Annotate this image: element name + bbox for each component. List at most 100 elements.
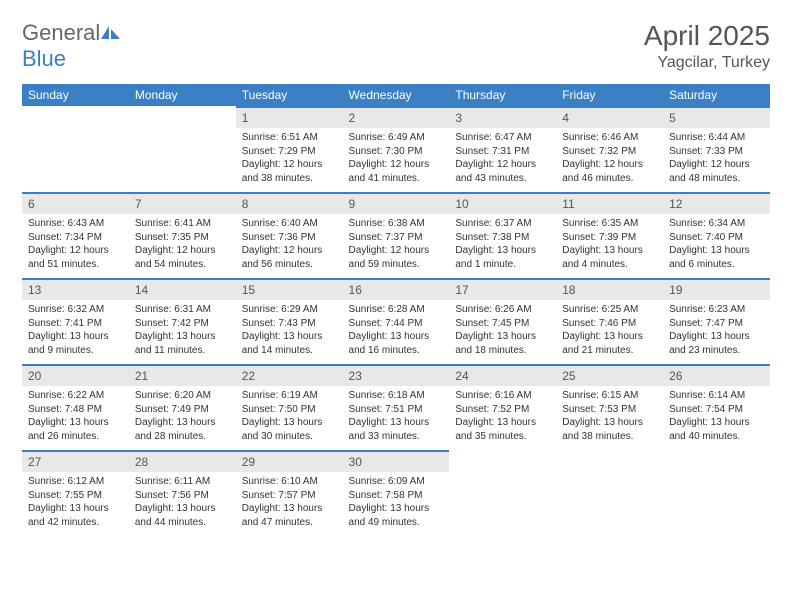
- daylight-text: Daylight: 12 hours and 38 minutes.: [242, 158, 337, 185]
- day-number: 29: [236, 450, 343, 472]
- day-number: 6: [22, 192, 129, 214]
- weekday-header: Sunday: [22, 84, 129, 106]
- calendar-day-cell: 26Sunrise: 6:14 AMSunset: 7:54 PMDayligh…: [663, 364, 770, 450]
- day-number: 8: [236, 192, 343, 214]
- day-number: 12: [663, 192, 770, 214]
- logo: General Blue: [22, 20, 122, 72]
- daylight-text: Daylight: 12 hours and 48 minutes.: [669, 158, 764, 185]
- daylight-text: Daylight: 12 hours and 56 minutes.: [242, 244, 337, 271]
- sunrise-text: Sunrise: 6:47 AM: [455, 131, 550, 145]
- calendar-day-cell: 20Sunrise: 6:22 AMSunset: 7:48 PMDayligh…: [22, 364, 129, 450]
- day-body: Sunrise: 6:23 AMSunset: 7:47 PMDaylight:…: [663, 300, 770, 363]
- day-number: 7: [129, 192, 236, 214]
- sunset-text: Sunset: 7:51 PM: [349, 403, 444, 417]
- calendar-day-cell: 7Sunrise: 6:41 AMSunset: 7:35 PMDaylight…: [129, 192, 236, 278]
- day-body: Sunrise: 6:37 AMSunset: 7:38 PMDaylight:…: [449, 214, 556, 277]
- day-body: Sunrise: 6:31 AMSunset: 7:42 PMDaylight:…: [129, 300, 236, 363]
- calendar-day-cell: 30Sunrise: 6:09 AMSunset: 7:58 PMDayligh…: [343, 450, 450, 536]
- calendar-day-cell: 28Sunrise: 6:11 AMSunset: 7:56 PMDayligh…: [129, 450, 236, 536]
- day-number: 3: [449, 106, 556, 128]
- day-body: Sunrise: 6:19 AMSunset: 7:50 PMDaylight:…: [236, 386, 343, 449]
- sunrise-text: Sunrise: 6:18 AM: [349, 389, 444, 403]
- sunset-text: Sunset: 7:49 PM: [135, 403, 230, 417]
- calendar-day-cell: 2Sunrise: 6:49 AMSunset: 7:30 PMDaylight…: [343, 106, 450, 192]
- day-number: 18: [556, 278, 663, 300]
- daylight-text: Daylight: 13 hours and 38 minutes.: [562, 416, 657, 443]
- day-body: Sunrise: 6:49 AMSunset: 7:30 PMDaylight:…: [343, 128, 450, 191]
- sunset-text: Sunset: 7:57 PM: [242, 489, 337, 503]
- daylight-text: Daylight: 13 hours and 18 minutes.: [455, 330, 550, 357]
- daylight-text: Daylight: 13 hours and 33 minutes.: [349, 416, 444, 443]
- calendar-header-row: SundayMondayTuesdayWednesdayThursdayFrid…: [22, 84, 770, 106]
- day-number: 13: [22, 278, 129, 300]
- calendar-day-cell: 8Sunrise: 6:40 AMSunset: 7:36 PMDaylight…: [236, 192, 343, 278]
- sunset-text: Sunset: 7:45 PM: [455, 317, 550, 331]
- sunrise-text: Sunrise: 6:28 AM: [349, 303, 444, 317]
- day-body: Sunrise: 6:09 AMSunset: 7:58 PMDaylight:…: [343, 472, 450, 535]
- calendar-day-cell: 1Sunrise: 6:51 AMSunset: 7:29 PMDaylight…: [236, 106, 343, 192]
- day-body: Sunrise: 6:10 AMSunset: 7:57 PMDaylight:…: [236, 472, 343, 535]
- calendar-day-cell: 17Sunrise: 6:26 AMSunset: 7:45 PMDayligh…: [449, 278, 556, 364]
- sunrise-text: Sunrise: 6:34 AM: [669, 217, 764, 231]
- calendar-day-cell: 18Sunrise: 6:25 AMSunset: 7:46 PMDayligh…: [556, 278, 663, 364]
- sunset-text: Sunset: 7:29 PM: [242, 145, 337, 159]
- day-body: Sunrise: 6:40 AMSunset: 7:36 PMDaylight:…: [236, 214, 343, 277]
- sunset-text: Sunset: 7:31 PM: [455, 145, 550, 159]
- daylight-text: Daylight: 13 hours and 6 minutes.: [669, 244, 764, 271]
- daylight-text: Daylight: 13 hours and 16 minutes.: [349, 330, 444, 357]
- day-number: 17: [449, 278, 556, 300]
- day-body: Sunrise: 6:26 AMSunset: 7:45 PMDaylight:…: [449, 300, 556, 363]
- sunrise-text: Sunrise: 6:12 AM: [28, 475, 123, 489]
- day-number: 22: [236, 364, 343, 386]
- weekday-header: Monday: [129, 84, 236, 106]
- sunrise-text: Sunrise: 6:15 AM: [562, 389, 657, 403]
- daylight-text: Daylight: 12 hours and 51 minutes.: [28, 244, 123, 271]
- calendar-day-cell: 13Sunrise: 6:32 AMSunset: 7:41 PMDayligh…: [22, 278, 129, 364]
- sunrise-text: Sunrise: 6:11 AM: [135, 475, 230, 489]
- calendar-week-row: 20Sunrise: 6:22 AMSunset: 7:48 PMDayligh…: [22, 364, 770, 450]
- daylight-text: Daylight: 13 hours and 40 minutes.: [669, 416, 764, 443]
- calendar-day-cell: 14Sunrise: 6:31 AMSunset: 7:42 PMDayligh…: [129, 278, 236, 364]
- daylight-text: Daylight: 12 hours and 59 minutes.: [349, 244, 444, 271]
- daylight-text: Daylight: 12 hours and 43 minutes.: [455, 158, 550, 185]
- day-number: 9: [343, 192, 450, 214]
- day-number: 19: [663, 278, 770, 300]
- day-number: 26: [663, 364, 770, 386]
- sunset-text: Sunset: 7:43 PM: [242, 317, 337, 331]
- daylight-text: Daylight: 13 hours and 49 minutes.: [349, 502, 444, 529]
- calendar-week-row: 13Sunrise: 6:32 AMSunset: 7:41 PMDayligh…: [22, 278, 770, 364]
- calendar-day-cell: 29Sunrise: 6:10 AMSunset: 7:57 PMDayligh…: [236, 450, 343, 536]
- calendar-day-cell: 3Sunrise: 6:47 AMSunset: 7:31 PMDaylight…: [449, 106, 556, 192]
- sunrise-text: Sunrise: 6:19 AM: [242, 389, 337, 403]
- day-number: 5: [663, 106, 770, 128]
- calendar-day-cell: 11Sunrise: 6:35 AMSunset: 7:39 PMDayligh…: [556, 192, 663, 278]
- sunrise-text: Sunrise: 6:10 AM: [242, 475, 337, 489]
- day-body: Sunrise: 6:16 AMSunset: 7:52 PMDaylight:…: [449, 386, 556, 449]
- sunrise-text: Sunrise: 6:22 AM: [28, 389, 123, 403]
- calendar-day-cell: 9Sunrise: 6:38 AMSunset: 7:37 PMDaylight…: [343, 192, 450, 278]
- calendar-day-cell: 6Sunrise: 6:43 AMSunset: 7:34 PMDaylight…: [22, 192, 129, 278]
- calendar-day-cell: 27Sunrise: 6:12 AMSunset: 7:55 PMDayligh…: [22, 450, 129, 536]
- calendar-day-cell: 4Sunrise: 6:46 AMSunset: 7:32 PMDaylight…: [556, 106, 663, 192]
- day-body: Sunrise: 6:47 AMSunset: 7:31 PMDaylight:…: [449, 128, 556, 191]
- calendar-day-cell: 24Sunrise: 6:16 AMSunset: 7:52 PMDayligh…: [449, 364, 556, 450]
- sunset-text: Sunset: 7:47 PM: [669, 317, 764, 331]
- calendar-day-cell: ..: [663, 450, 770, 536]
- sunrise-text: Sunrise: 6:16 AM: [455, 389, 550, 403]
- sunrise-text: Sunrise: 6:37 AM: [455, 217, 550, 231]
- calendar-week-row: 27Sunrise: 6:12 AMSunset: 7:55 PMDayligh…: [22, 450, 770, 536]
- title-block: April 2025 Yagcilar, Turkey: [644, 20, 770, 72]
- weekday-header: Tuesday: [236, 84, 343, 106]
- sunrise-text: Sunrise: 6:26 AM: [455, 303, 550, 317]
- location: Yagcilar, Turkey: [644, 54, 770, 72]
- sunset-text: Sunset: 7:40 PM: [669, 231, 764, 245]
- sunrise-text: Sunrise: 6:31 AM: [135, 303, 230, 317]
- day-number: 25: [556, 364, 663, 386]
- sunset-text: Sunset: 7:32 PM: [562, 145, 657, 159]
- header: General Blue April 2025 Yagcilar, Turkey: [22, 20, 770, 72]
- day-number: 23: [343, 364, 450, 386]
- day-number: 16: [343, 278, 450, 300]
- daylight-text: Daylight: 13 hours and 30 minutes.: [242, 416, 337, 443]
- daylight-text: Daylight: 13 hours and 9 minutes.: [28, 330, 123, 357]
- day-number: 14: [129, 278, 236, 300]
